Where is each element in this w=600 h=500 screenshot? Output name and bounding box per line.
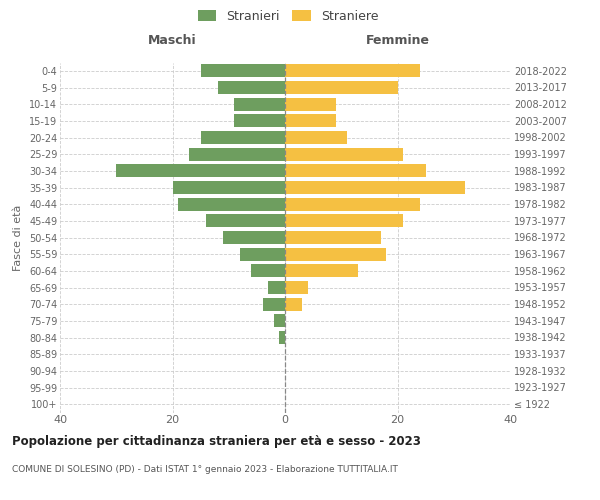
Text: Maschi: Maschi: [148, 34, 197, 48]
Bar: [285, 164, 425, 177]
Bar: [285, 64, 420, 78]
Bar: [206, 214, 285, 228]
Bar: [285, 264, 358, 278]
Bar: [285, 248, 386, 260]
Bar: [285, 214, 403, 228]
Bar: [285, 198, 420, 210]
Bar: [285, 81, 398, 94]
Bar: [285, 298, 302, 310]
Bar: [285, 231, 380, 244]
Bar: [285, 114, 335, 128]
Bar: [178, 198, 285, 210]
Bar: [235, 114, 285, 128]
Bar: [200, 131, 285, 144]
Bar: [200, 64, 285, 78]
Bar: [285, 181, 465, 194]
Bar: [223, 231, 285, 244]
Bar: [268, 281, 285, 294]
Legend: Stranieri, Straniere: Stranieri, Straniere: [193, 5, 383, 28]
Bar: [285, 148, 403, 160]
Text: Popolazione per cittadinanza straniera per età e sesso - 2023: Popolazione per cittadinanza straniera p…: [12, 435, 421, 448]
Bar: [173, 181, 285, 194]
Bar: [235, 98, 285, 110]
Bar: [285, 98, 335, 110]
Text: COMUNE DI SOLESINO (PD) - Dati ISTAT 1° gennaio 2023 - Elaborazione TUTTITALIA.I: COMUNE DI SOLESINO (PD) - Dati ISTAT 1° …: [12, 465, 398, 474]
Bar: [280, 331, 285, 344]
Bar: [285, 281, 308, 294]
Y-axis label: Fasce di età: Fasce di età: [13, 204, 23, 270]
Bar: [218, 81, 285, 94]
Bar: [116, 164, 285, 177]
Text: Femmine: Femmine: [365, 34, 430, 48]
Bar: [251, 264, 285, 278]
Bar: [274, 314, 285, 328]
Bar: [240, 248, 285, 260]
Bar: [285, 131, 347, 144]
Bar: [263, 298, 285, 310]
Bar: [190, 148, 285, 160]
